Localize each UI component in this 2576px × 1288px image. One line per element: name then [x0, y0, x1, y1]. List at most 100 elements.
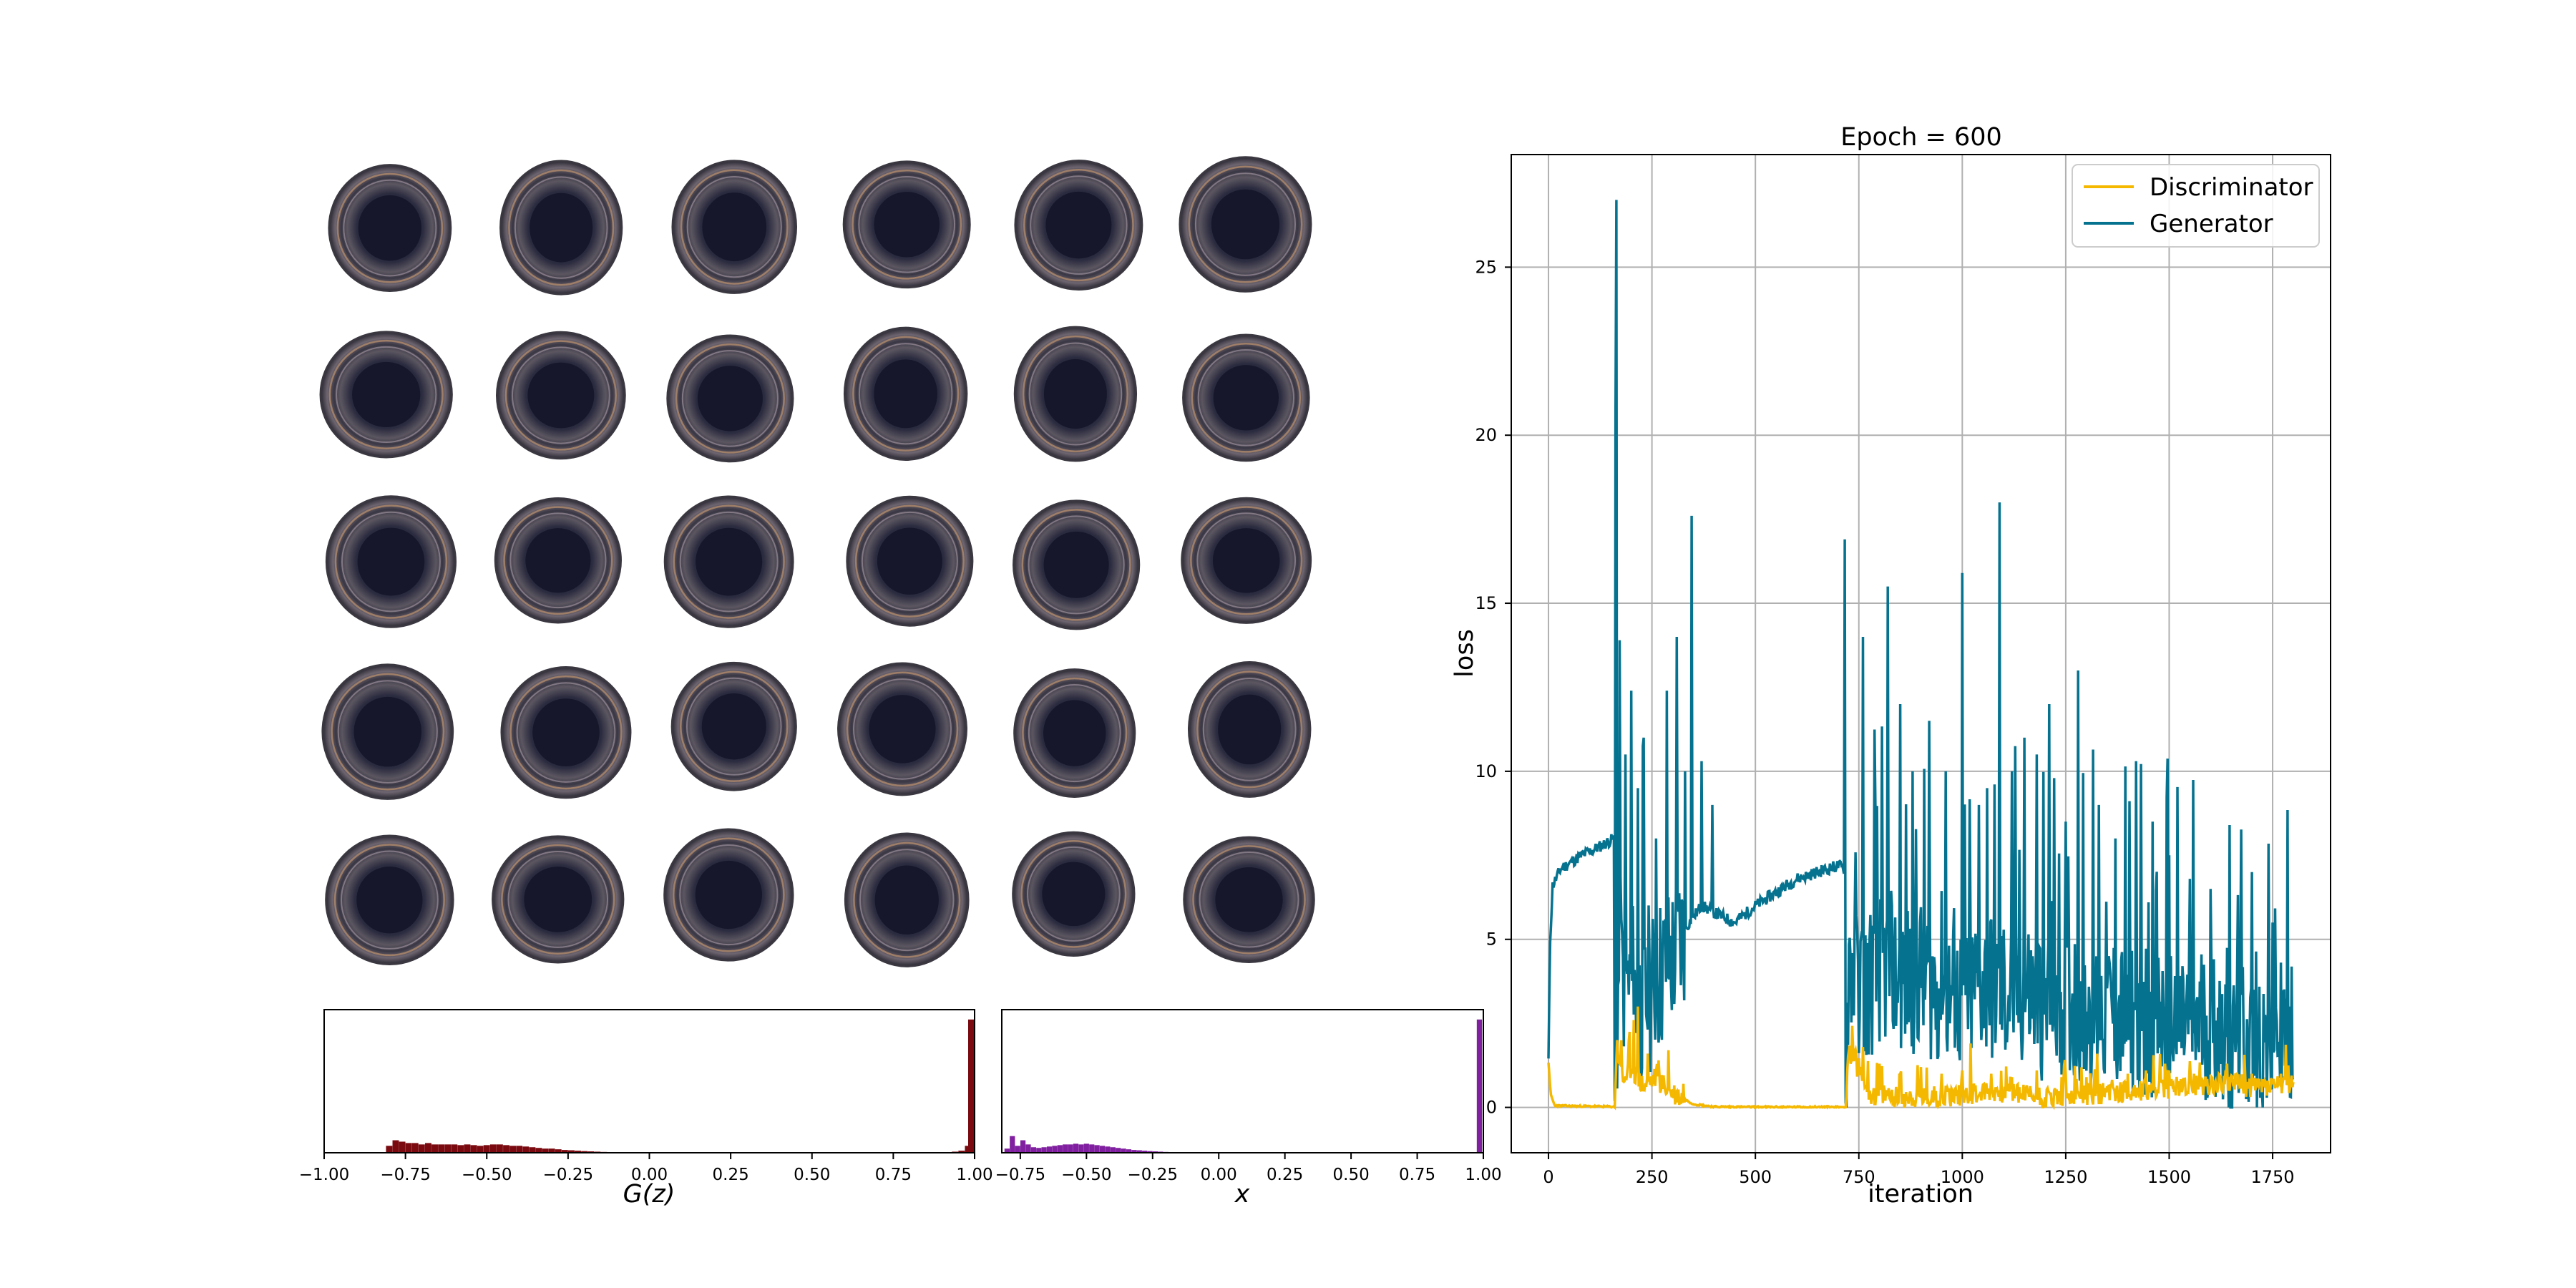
- histogram-bar: [1476, 1019, 1483, 1153]
- histogram-bar: [522, 1146, 530, 1153]
- generated-sample: [492, 835, 625, 964]
- histogram-bars: [1004, 1019, 1483, 1153]
- histogram-bar: [431, 1144, 438, 1153]
- x-tick-label: 1750: [2251, 1167, 2295, 1187]
- histogram-bar: [1089, 1144, 1095, 1153]
- x-tick-label: 750: [1843, 1167, 1875, 1187]
- histogram-bar: [965, 1146, 972, 1153]
- histogram-bar: [958, 1151, 965, 1153]
- histogram-bar: [386, 1146, 393, 1153]
- generated-sample: [325, 834, 454, 965]
- generated-sample: [1187, 660, 1312, 798]
- x-axis-ticks: 0 250 500 750 1000 1250 1500 1750: [1543, 1153, 2295, 1187]
- histogram-bar: [477, 1146, 484, 1153]
- histogram-bar: [561, 1150, 568, 1153]
- generated-sample: [1014, 160, 1143, 291]
- y-axis-label: loss: [1450, 629, 1479, 678]
- x-axis-label: iteration: [1868, 1180, 1974, 1209]
- generated-sample: [837, 662, 967, 796]
- generated-sample: [325, 495, 457, 628]
- x-tick-label: −0.25: [1128, 1166, 1178, 1184]
- y-tick-label: 10: [1475, 761, 1497, 781]
- generated-sample: [1013, 668, 1136, 798]
- histogram-bar: [1121, 1148, 1126, 1153]
- y-tick-label: 0: [1486, 1098, 1497, 1118]
- generated-sample: [1181, 497, 1312, 624]
- y-tick-label: 20: [1475, 425, 1497, 445]
- generated-sample: [328, 164, 452, 293]
- y-axis-ticks: 0 5 10 15 20 25: [1475, 257, 1511, 1118]
- generated-sample: [499, 160, 623, 296]
- histogram-bar: [424, 1143, 431, 1153]
- histogram-bar: [1105, 1146, 1111, 1153]
- histogram-bar: [1030, 1147, 1036, 1153]
- histogram-bar: [399, 1141, 406, 1153]
- histogram-bar: [489, 1144, 497, 1153]
- generated-sample: [663, 495, 794, 628]
- x-axis-label: x: [1234, 1180, 1250, 1209]
- histogram-bar: [1057, 1145, 1063, 1153]
- x-tick-label: 0.25: [1267, 1166, 1303, 1184]
- series-line-discriminator: [1547, 1006, 2295, 1111]
- histogram-bar: [411, 1143, 419, 1153]
- x-tick-label: 0: [1543, 1167, 1553, 1187]
- x-tick-label: −1.00: [299, 1166, 349, 1184]
- generated-sample: [663, 828, 794, 962]
- x-tick-label: 250: [1636, 1167, 1669, 1187]
- legend-box: [2072, 164, 2320, 248]
- x-axis-label: G(z): [623, 1180, 675, 1209]
- generated-sample: [842, 160, 971, 289]
- histogram-bars: [386, 1019, 975, 1153]
- y-tick-label: 25: [1475, 257, 1497, 277]
- histogram-bar: [1052, 1146, 1058, 1153]
- sample-grid: [319, 156, 1315, 967]
- plot-frame: [1001, 1009, 1484, 1153]
- histogram-bar: [1099, 1146, 1106, 1153]
- histogram-bar: [1010, 1136, 1015, 1153]
- generated-sample: [1182, 333, 1310, 462]
- generated-sample: [846, 495, 974, 627]
- x-tick-label: 0.75: [875, 1166, 912, 1184]
- histogram-bar: [1083, 1143, 1089, 1153]
- histogram-bar: [1041, 1147, 1047, 1153]
- x-tick-label: −0.75: [995, 1166, 1045, 1184]
- x-tick-label: −0.25: [543, 1166, 593, 1184]
- histogram-bar: [1131, 1150, 1137, 1153]
- x-axis-ticks: −1.00 −0.75 −0.50 −0.25 0.00 0.25 0.50 0.75 1.00: [299, 1153, 993, 1184]
- y-tick-label: 5: [1486, 930, 1497, 950]
- histogram-bar: [1094, 1145, 1100, 1153]
- histogram-bar: [503, 1145, 509, 1153]
- histogram-bar: [1116, 1148, 1121, 1153]
- histogram-bar: [1068, 1144, 1073, 1153]
- generated-sample: [1013, 499, 1141, 630]
- generated-sample: [495, 331, 626, 460]
- generated-sample: [500, 665, 632, 799]
- histogram-bar: [1073, 1143, 1079, 1153]
- loss-chart: Epoch = 600 0 250 500 750 1000 1250 1500 1750 0…: [1450, 123, 2331, 1209]
- x-tick-label: 1500: [2147, 1167, 2191, 1187]
- histogram-bar: [444, 1144, 452, 1153]
- histogram-bar: [457, 1145, 464, 1153]
- x-tick-label: 0.50: [1333, 1166, 1370, 1184]
- histogram-bar: [1004, 1148, 1010, 1153]
- histogram-bar: [1136, 1150, 1142, 1153]
- histogram-x: −0.75 −0.50 −0.25 0.00 0.25 0.50 0.75 1.00 x: [995, 1009, 1502, 1209]
- histogram-bar: [535, 1148, 542, 1153]
- histogram-bar: [1020, 1140, 1026, 1153]
- histogram-bar: [1110, 1147, 1116, 1153]
- histogram-bar: [1046, 1146, 1053, 1153]
- histogram-bar: [1147, 1151, 1153, 1153]
- histogram-bar: [529, 1147, 536, 1153]
- x-tick-label: 1250: [2044, 1167, 2087, 1187]
- generated-sample: [319, 331, 453, 459]
- x-tick-label: 1000: [1941, 1167, 1984, 1187]
- plot-frame: [1511, 154, 2331, 1153]
- x-tick-label: −0.50: [462, 1166, 512, 1184]
- x-tick-label: 1.00: [1465, 1166, 1501, 1184]
- y-tick-label: 15: [1475, 593, 1497, 613]
- histogram-bar: [438, 1144, 445, 1153]
- legend: Discriminator Generator: [2072, 164, 2320, 248]
- chart-title: Epoch = 600: [1840, 123, 2002, 152]
- histogram-bar: [464, 1144, 471, 1153]
